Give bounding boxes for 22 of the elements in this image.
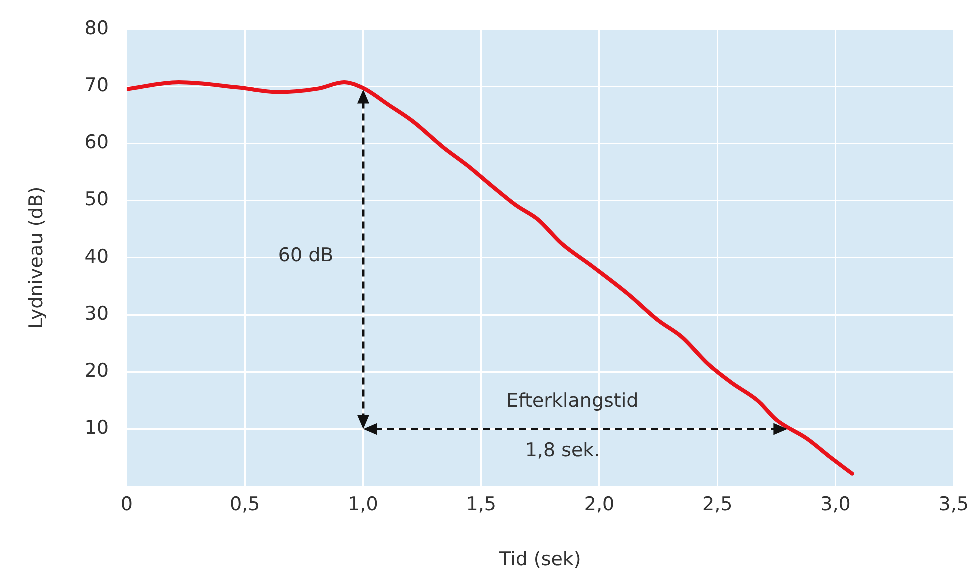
annotation: 1,8 sek. — [525, 440, 600, 462]
x-tick-label: 1,5 — [466, 494, 496, 516]
x-tick-label: 2,5 — [702, 494, 733, 516]
y-tick-label: 50 — [84, 188, 109, 211]
y-tick-label: 10 — [84, 417, 109, 440]
line-series — [126, 80, 854, 476]
x-tick-label: 3,0 — [820, 494, 851, 516]
y-tick-label: 20 — [84, 360, 109, 382]
x-tick-label: 0 — [120, 494, 134, 516]
y-tick-label: 80 — [84, 17, 109, 40]
x-tick-label: 2,0 — [584, 494, 615, 516]
x-tick-label: 0,5 — [230, 494, 260, 516]
y-tick-label: 40 — [84, 246, 109, 268]
y-tick-label: 70 — [84, 74, 109, 96]
x-axis-title: Tid (sek) — [498, 548, 582, 571]
annotation: Efterklangstid — [506, 390, 639, 412]
y-tick-label: 60 — [84, 132, 109, 154]
x-tick-label: 1,0 — [348, 494, 378, 516]
y-tick-label: 30 — [84, 302, 109, 325]
x-tick-label: 3,5 — [938, 494, 969, 516]
y-axis-title: Lydniveau (dB) — [25, 186, 48, 329]
annotation: 60 dB — [278, 244, 334, 266]
